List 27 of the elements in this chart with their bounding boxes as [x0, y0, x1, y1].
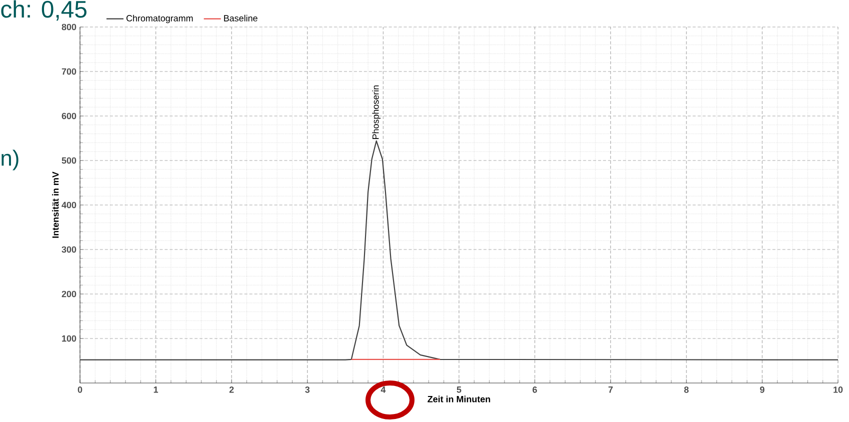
- x-tick-label: 6: [532, 386, 537, 393]
- x-tick-label: 4: [380, 386, 386, 393]
- y-axis-title: Intensität in mV: [52, 172, 59, 238]
- legend-label: Chromatogramm: [126, 14, 193, 24]
- y-tick-label: 300: [62, 246, 76, 253]
- text: ch: 0,45: [1, 0, 86, 21]
- legend-label: Baseline: [224, 14, 258, 22]
- y-tick-label: 700: [62, 68, 76, 75]
- x-tick-label: 10: [834, 386, 843, 393]
- line-series: [79, 140, 839, 360]
- y-tick-label: 400: [62, 202, 76, 208]
- x-tick-label: 2: [229, 386, 234, 393]
- y-tick-label: 800: [62, 24, 76, 30]
- x-tick-label: 3: [305, 386, 310, 393]
- x-axis-title: Zeit in Minuten: [428, 396, 490, 402]
- text: n): [2, 150, 18, 170]
- y-tick-label: 600: [62, 112, 76, 120]
- y-tick-label: 100: [62, 335, 76, 342]
- x-tick-label: 0: [78, 386, 82, 393]
- x-tick-label: 8: [684, 386, 689, 393]
- x-tick-label: 1: [154, 386, 158, 393]
- x-tick-label: 5: [456, 386, 462, 393]
- annotation: Phosphoserin: [372, 85, 381, 139]
- y-tick-label: 500: [62, 157, 76, 164]
- x-tick-label: 9: [760, 386, 764, 393]
- y-tick-label: 200: [62, 290, 76, 298]
- x-tick-label: 7: [608, 386, 613, 393]
